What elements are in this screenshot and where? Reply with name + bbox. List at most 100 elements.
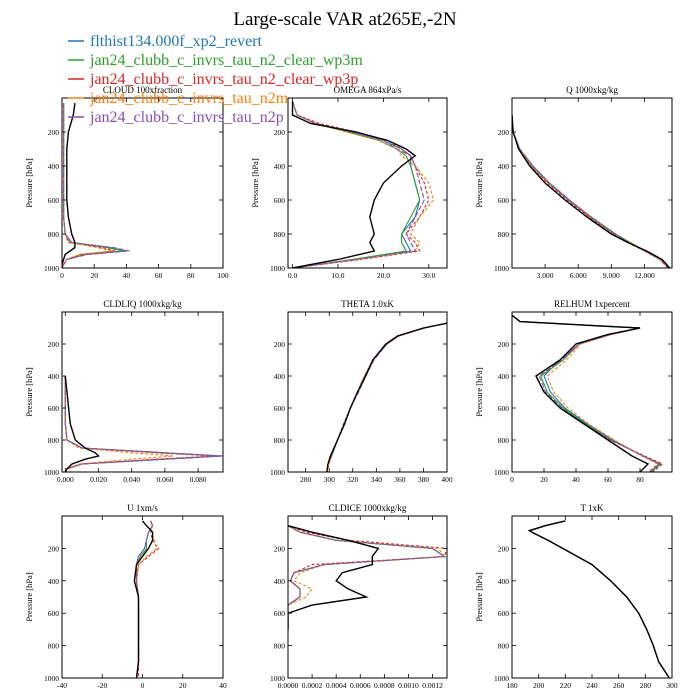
legend-item-1: flthist134.000f_xp2_revert bbox=[68, 33, 263, 50]
x-tick-label: 10.0 bbox=[331, 271, 344, 280]
x-tick-label: 0.0004 bbox=[326, 681, 347, 690]
x-tick-label: 0 bbox=[510, 475, 514, 484]
x-tick-label: 9.000 bbox=[603, 271, 620, 280]
x-tick-label: 20.0 bbox=[377, 271, 390, 280]
legend-label: jan24_clubb_c_invrs_tau_n2_clear_wp3m bbox=[89, 52, 363, 69]
x-tick-label: 30.0 bbox=[422, 271, 435, 280]
plot-lines bbox=[527, 520, 670, 678]
y-tick-label: 200 bbox=[498, 544, 510, 553]
x-tick-label: 40 bbox=[219, 681, 227, 690]
x-tick-label: 260 bbox=[613, 681, 625, 690]
y-tick-label: 400 bbox=[48, 577, 60, 586]
obs-line bbox=[133, 520, 154, 678]
legend-label: flthist134.000f_xp2_revert bbox=[90, 33, 263, 50]
obs-line bbox=[527, 520, 670, 678]
x-tick-label: 300 bbox=[324, 475, 336, 484]
panel-2: OMEGA 864xPa/s Pressure [hPa] 0.0 10.0 20.0 3… bbox=[250, 85, 448, 280]
panel-4: CLDLIQ 1000xkg/kg Pressure [hPa] 0.000 0.02… bbox=[24, 299, 224, 484]
x-tick-label: 360 bbox=[394, 475, 406, 484]
obs-line bbox=[62, 103, 76, 268]
series-line-3 bbox=[512, 314, 664, 472]
x-tick-label: 12.000 bbox=[634, 271, 655, 280]
legend-item-3: jan24_clubb_c_invrs_tau_n2_clear_wp3p bbox=[68, 71, 358, 88]
y-tick-label: 600 bbox=[274, 404, 286, 413]
main-title: Large-scale VAR at265E,-2N bbox=[233, 9, 456, 30]
y-tick-label: 1000 bbox=[270, 264, 285, 273]
x-tick-label: 200 bbox=[533, 681, 545, 690]
series-line-1 bbox=[512, 314, 661, 472]
series-line-5 bbox=[512, 114, 670, 268]
obs-line bbox=[64, 375, 100, 472]
x-tick-label: 0.040 bbox=[123, 475, 140, 484]
x-tick-label: 240 bbox=[586, 681, 598, 690]
y-axis-label: Pressure [hPa] bbox=[24, 572, 34, 622]
x-tick-label: 220 bbox=[560, 681, 572, 690]
y-tick-label: 200 bbox=[48, 544, 60, 553]
panel-title: CLDICE 1000xkg/kg bbox=[329, 503, 407, 513]
plot-frame bbox=[287, 311, 448, 473]
y-axis-label: Pressure [hPa] bbox=[24, 158, 34, 208]
y-tick-label: 200 bbox=[274, 340, 286, 349]
x-tick-label: 180 bbox=[506, 681, 518, 690]
series-line-1 bbox=[291, 101, 421, 268]
panel-1: CLOUD 100xfraction Pressure [hPa] 0 20 40 60 8… bbox=[24, 85, 229, 280]
series-line-3 bbox=[288, 525, 447, 630]
y-axis-label: Pressure [hPa] bbox=[250, 158, 260, 208]
x-tick-label: 80 bbox=[636, 475, 644, 484]
legend-item-4: jan24_clubb_c_invrs_tau_n2m bbox=[68, 90, 289, 107]
legend-label: jan24_clubb_c_invrs_tau_n2m bbox=[89, 90, 289, 107]
x-tick-label: 40 bbox=[123, 271, 131, 280]
x-tick-label: 0.0006 bbox=[350, 681, 371, 690]
x-tick-label: 280 bbox=[640, 681, 652, 690]
y-tick-label: 600 bbox=[48, 196, 60, 205]
x-tick-label: 0.0010 bbox=[398, 681, 419, 690]
series-line-5 bbox=[326, 322, 447, 472]
series-line-5 bbox=[291, 101, 425, 268]
y-tick-label: 800 bbox=[48, 436, 60, 445]
series-line-5 bbox=[529, 520, 670, 678]
y-tick-label: 1000 bbox=[270, 468, 285, 477]
y-tick-label: 600 bbox=[498, 609, 510, 618]
legend-label: jan24_clubb_c_invrs_tau_n2_clear_wp3p bbox=[89, 71, 358, 88]
series-line-4 bbox=[512, 314, 659, 472]
y-tick-label: 400 bbox=[274, 162, 286, 171]
y-tick-label: 600 bbox=[274, 196, 286, 205]
series-line-4 bbox=[64, 376, 174, 472]
x-tick-label: 0.080 bbox=[190, 475, 207, 484]
y-tick-label: 800 bbox=[274, 230, 286, 239]
y-tick-label: 1000 bbox=[44, 468, 59, 477]
x-tick-label: 0 bbox=[141, 681, 145, 690]
plot-lines bbox=[512, 114, 671, 268]
plot-frame bbox=[287, 515, 448, 679]
plot-lines bbox=[288, 525, 447, 630]
series-line-3 bbox=[529, 520, 670, 678]
plot-lines bbox=[62, 103, 130, 268]
plot-lines bbox=[326, 322, 447, 472]
x-tick-label: 20 bbox=[540, 475, 548, 484]
x-tick-label: 0.0000 bbox=[278, 681, 299, 690]
series-line-2 bbox=[529, 520, 670, 678]
y-tick-label: 800 bbox=[48, 642, 60, 651]
y-tick-label: 600 bbox=[498, 196, 510, 205]
y-tick-label: 600 bbox=[48, 609, 60, 618]
x-tick-label: 300 bbox=[666, 681, 678, 690]
y-tick-label: 1000 bbox=[494, 468, 509, 477]
obs-line bbox=[512, 314, 650, 472]
y-tick-label: 1000 bbox=[44, 674, 59, 683]
y-axis-label: Pressure [hPa] bbox=[474, 367, 484, 417]
y-axis-label: Pressure [hPa] bbox=[474, 572, 484, 622]
y-tick-label: 200 bbox=[498, 128, 510, 137]
plot-lines bbox=[133, 520, 160, 678]
plot-lines bbox=[291, 101, 435, 268]
plot-lines bbox=[512, 314, 664, 472]
panel-6: RELHUM 1xpercent Pressure [hPa] 0 20 40 60 80 2… bbox=[474, 299, 673, 484]
x-tick-label: 0.0008 bbox=[374, 681, 395, 690]
y-tick-label: 400 bbox=[48, 372, 60, 381]
x-tick-label: 0.0012 bbox=[422, 681, 443, 690]
y-tick-label: 800 bbox=[498, 642, 510, 651]
x-tick-label: 20 bbox=[179, 681, 187, 690]
panels: CLOUD 100xfraction Pressure [hPa] 0 20 40 60 8… bbox=[24, 85, 678, 690]
y-tick-label: 1000 bbox=[270, 674, 285, 683]
series-line-1 bbox=[512, 114, 670, 268]
x-tick-label: 0.0 bbox=[288, 271, 298, 280]
